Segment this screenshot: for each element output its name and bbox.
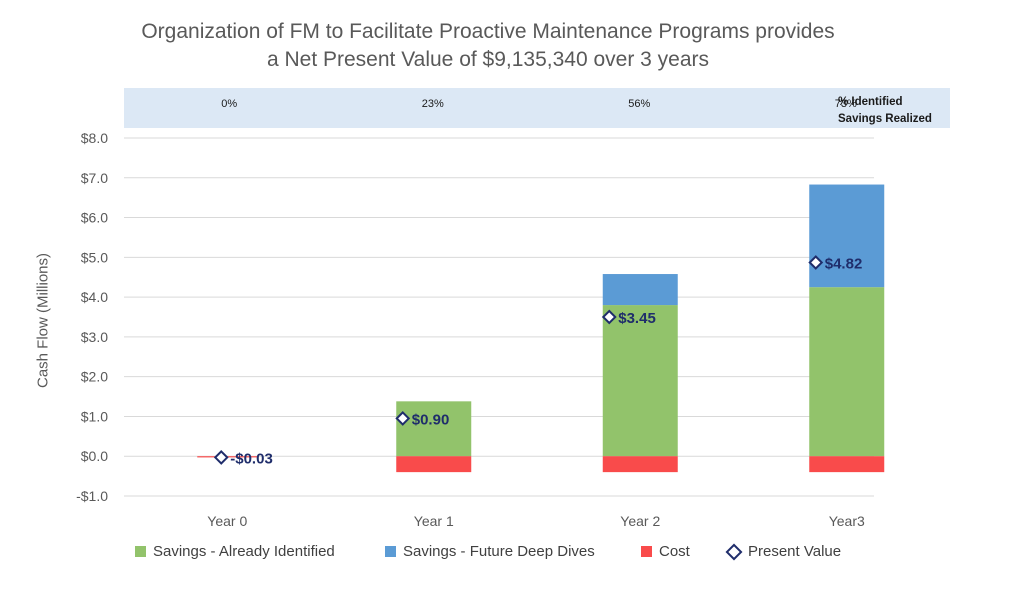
band-label: % Identified Savings Realized (838, 94, 932, 128)
legend-label-future-deep-dives: Savings - Future Deep Dives (403, 543, 595, 560)
x-tick-label: Year 0 (207, 513, 247, 529)
legend-item-present-value: Present Value (725, 543, 842, 560)
legend-diamond-present-value (725, 543, 743, 560)
legend-swatch-already-identified (135, 546, 146, 557)
bar-savings-already-identified-3 (809, 287, 885, 457)
present-value-marker (601, 309, 617, 325)
y-tick-label: $8.0 (81, 130, 108, 146)
x-tick-label: Year 2 (620, 513, 660, 529)
chart-title-line1: Organization of FM to Facilitate Proacti… (141, 20, 835, 43)
y-tick-label: $4.0 (81, 289, 108, 305)
legend-label-present-value: Present Value (748, 543, 842, 560)
savings-realized-band (124, 88, 950, 128)
band-percent-year0: 0% (221, 98, 238, 110)
present-value-label: $3.45 (618, 310, 656, 327)
legend-label-already-identified: Savings - Already Identified (153, 543, 335, 560)
chart-title: Organization of FM to Facilitate Proacti… (0, 18, 976, 74)
band-percent-year2: 56% (628, 98, 651, 110)
band-percent-year3: 73% (834, 98, 857, 110)
bar-cost-2 (602, 456, 678, 473)
present-value-marker (808, 255, 824, 270)
x-tick-label: Year 1 (414, 513, 454, 529)
y-tick-label: $2.0 (81, 369, 108, 385)
bar-cost-1 (396, 456, 472, 473)
y-tick-label: $0.0 (81, 448, 108, 464)
y-tick-label: $1.0 (81, 408, 108, 424)
band-percent-year1: 23% (421, 98, 444, 110)
y-tick-label: $5.0 (81, 249, 108, 265)
present-value-label: -$0.03 (230, 450, 273, 467)
bar-savings-future-deep-dives-3 (809, 184, 885, 288)
legend-item-cost: Cost (641, 543, 690, 560)
present-value-label: $0.90 (412, 411, 450, 428)
bar-cost-3 (809, 456, 885, 473)
legend-label-cost: Cost (659, 543, 690, 560)
bar-savings-future-deep-dives-2 (602, 274, 678, 306)
y-tick-label: $7.0 (81, 170, 108, 186)
legend-item-future-deep-dives: Savings - Future Deep Dives (385, 543, 595, 560)
y-tick-label: $3.0 (81, 329, 108, 345)
legend-swatch-future-deep-dives (385, 546, 396, 557)
bar-savings-already-identified-1 (396, 401, 472, 457)
present-value-label: $4.82 (825, 255, 863, 272)
x-tick-label: Year3 (829, 513, 865, 529)
legend-swatch-cost (641, 546, 652, 557)
bar-savings-already-identified-2 (602, 305, 678, 457)
band-label-line1: % Identified (838, 96, 903, 108)
present-value-marker (395, 411, 411, 426)
y-tick-label: -$1.0 (76, 488, 108, 504)
band-label-line2: Savings Realized (838, 113, 932, 125)
chart-title-line2: a Net Present Value of $9,135,340 over 3… (266, 48, 710, 71)
legend: Savings - Already Identified Savings - F… (0, 543, 1024, 567)
y-tick-label: $6.0 (81, 210, 108, 226)
legend-item-already-identified: Savings - Already Identified (135, 543, 335, 560)
present-value-marker (213, 450, 229, 465)
